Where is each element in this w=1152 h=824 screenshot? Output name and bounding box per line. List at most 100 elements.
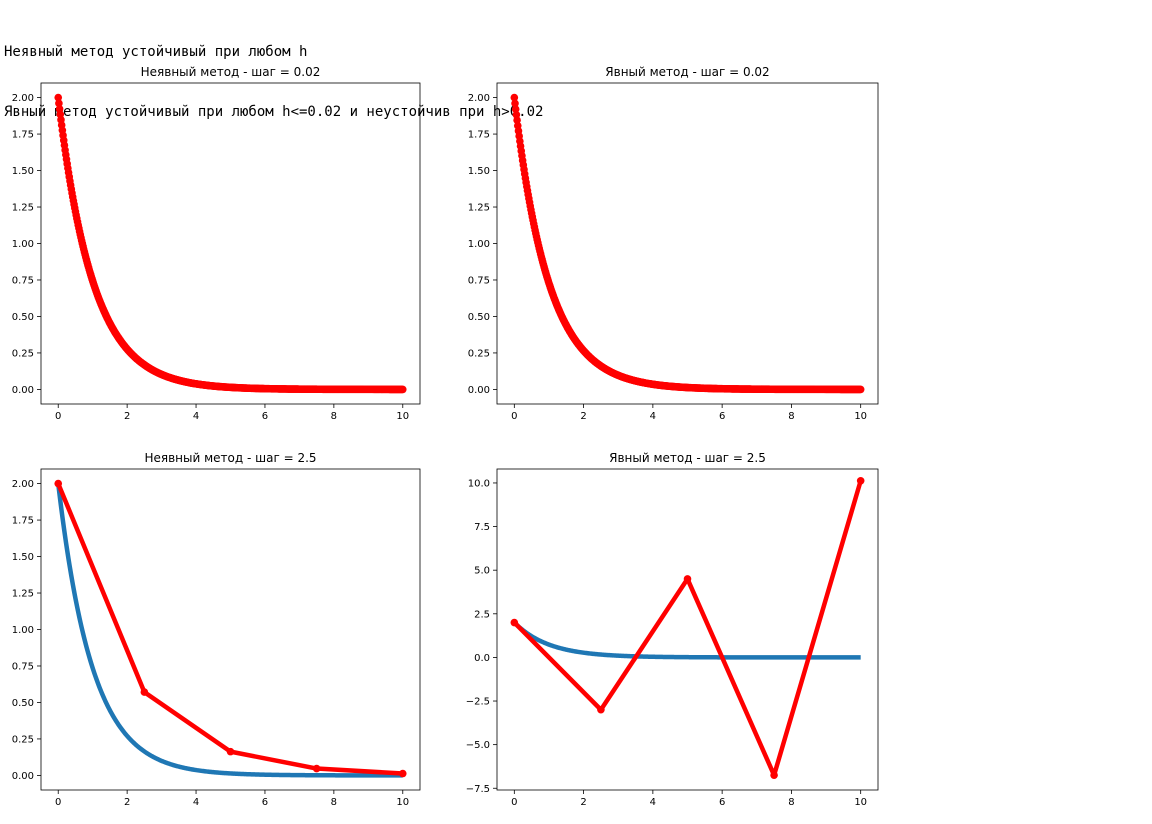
y-tick-label: 0.00 — [12, 771, 34, 782]
numeric-point — [856, 476, 865, 485]
y-tick-label: 2.00 — [468, 93, 490, 104]
numeric-solution-line — [56, 482, 403, 776]
numeric-point — [683, 575, 692, 583]
x-tick-label: 10 — [854, 411, 867, 422]
chart-title: Явный метод - шаг = 2.5 — [609, 451, 766, 465]
axes-frame — [40, 82, 421, 405]
y-tick-label: 1.75 — [12, 516, 34, 527]
numeric-point — [511, 99, 519, 108]
x-tick-label: 8 — [331, 797, 337, 808]
exact-solution-line — [512, 620, 861, 660]
axes-frame — [496, 468, 879, 791]
numeric-solution-line — [512, 480, 863, 778]
axes-frame — [496, 82, 879, 405]
numeric-solution-line — [512, 97, 863, 392]
axes-frame — [40, 468, 421, 791]
numeric-point — [226, 747, 235, 756]
x-tick-label: 8 — [788, 411, 794, 422]
y-tick-label: 1.50 — [12, 552, 34, 563]
chart-4: 0 2 4 6 8 10 −7.5 −5.0 −2.5 0.0 2.5 5.0 7.5 10.0 Явный… — [466, 451, 879, 808]
y-tick-label: 7.5 — [474, 522, 490, 533]
x-tick-label: 6 — [719, 411, 725, 422]
numeric-point — [510, 93, 519, 102]
y-tick-label: 0.00 — [468, 385, 490, 396]
y-tick-label: 0.50 — [12, 698, 34, 709]
x-tick-label: 0 — [55, 411, 61, 422]
x-tick-label: 2 — [124, 797, 130, 808]
y-tick-label: 10.0 — [468, 478, 490, 489]
y-tick-label: 0.50 — [468, 312, 490, 323]
y-tick-label: 1.75 — [468, 130, 490, 141]
x-tick-label: 4 — [650, 797, 656, 808]
y-tick-label: 0.75 — [468, 275, 490, 286]
y-tick-label: 0.25 — [12, 348, 34, 359]
y-tick-label: 5.0 — [474, 566, 490, 577]
y-tick-label: 1.25 — [468, 203, 490, 214]
y-tick-label: 1.25 — [12, 589, 34, 600]
chart-2: 0 2 4 6 8 10 0.00 0.25 0.50 0.75 1.00 1.25 1.50 1.75 2… — [468, 65, 879, 422]
y-tick-label: −7.5 — [466, 784, 490, 795]
exact-solution-line — [55, 97, 403, 392]
x-tick-label: 10 — [396, 797, 409, 808]
chart-3: 0 2 4 6 8 10 0.00 0.25 0.50 0.75 1.00 1.25 1.50 1.75 2… — [12, 451, 421, 808]
y-tick-label: 0.00 — [12, 385, 34, 396]
y-tick-label: 0.75 — [12, 275, 34, 286]
x-tick-label: 0 — [55, 797, 61, 808]
y-tick-label: 1.25 — [12, 203, 34, 214]
y-tick-label: 0.0 — [474, 653, 490, 664]
numeric-point — [511, 105, 520, 113]
y-tick-label: 1.00 — [12, 239, 34, 250]
numeric-point — [510, 618, 519, 627]
x-tick-label: 10 — [396, 411, 409, 422]
y-tick-label: 0.25 — [468, 348, 490, 359]
y-tick-label: 1.75 — [12, 130, 34, 141]
header: Неявный метод устойчивый при любом h Явн… — [4, 2, 543, 142]
y-tick-label: 0.25 — [12, 734, 34, 745]
y-tick-label: 1.00 — [468, 239, 490, 250]
y-tick-label: 1.50 — [468, 166, 490, 177]
x-tick-label: 2 — [580, 411, 586, 422]
exact-solution-line — [512, 97, 861, 392]
chart-title: Явный метод - шаг = 0.02 — [605, 65, 769, 79]
x-tick-label: 8 — [788, 797, 794, 808]
x-tick-label: 4 — [650, 411, 656, 422]
chart-1: 0 2 4 6 8 10 0.00 0.25 0.50 0.75 1.00 1.25 1.50 1.75 2… — [12, 65, 421, 422]
y-tick-label: 1.00 — [12, 625, 34, 636]
x-tick-label: 6 — [262, 411, 268, 422]
y-tick-label: −2.5 — [466, 697, 490, 708]
x-tick-label: 10 — [854, 797, 867, 808]
y-tick-label: 0.75 — [12, 661, 34, 672]
header-line-1: Неявный метод устойчивый при любом h — [4, 44, 308, 60]
numeric-point — [55, 99, 63, 108]
y-tick-label: 1.50 — [12, 166, 34, 177]
x-tick-label: 4 — [193, 797, 199, 808]
numeric-point — [140, 688, 149, 696]
header-line-2: Явный метод устойчивый при любом h<=0.02… — [4, 104, 544, 120]
y-tick-label: 0.50 — [12, 312, 34, 323]
x-tick-label: 8 — [331, 411, 337, 422]
x-tick-label: 4 — [193, 411, 199, 422]
y-tick-label: −5.0 — [466, 740, 490, 751]
numeric-solution-line — [55, 97, 405, 392]
x-tick-label: 6 — [719, 797, 725, 808]
x-tick-label: 2 — [580, 797, 586, 808]
y-tick-label: 2.5 — [474, 609, 490, 620]
numeric-point — [856, 385, 865, 394]
chart-title: Неявный метод - шаг = 0.02 — [141, 65, 321, 79]
numeric-point — [54, 93, 63, 102]
exact-solution-line — [55, 483, 403, 778]
numeric-point — [770, 771, 778, 779]
y-tick-label: 2.00 — [12, 479, 34, 490]
x-tick-label: 0 — [511, 797, 517, 808]
y-tick-label: 2.00 — [12, 93, 34, 104]
numeric-point — [398, 385, 407, 394]
numeric-point — [54, 479, 63, 488]
numeric-point — [597, 705, 605, 714]
numeric-point — [398, 769, 407, 778]
x-tick-label: 2 — [124, 411, 130, 422]
x-tick-label: 6 — [262, 797, 268, 808]
chart-title: Неявный метод - шаг = 2.5 — [144, 451, 316, 465]
numeric-point — [312, 764, 321, 773]
x-tick-label: 0 — [511, 411, 517, 422]
